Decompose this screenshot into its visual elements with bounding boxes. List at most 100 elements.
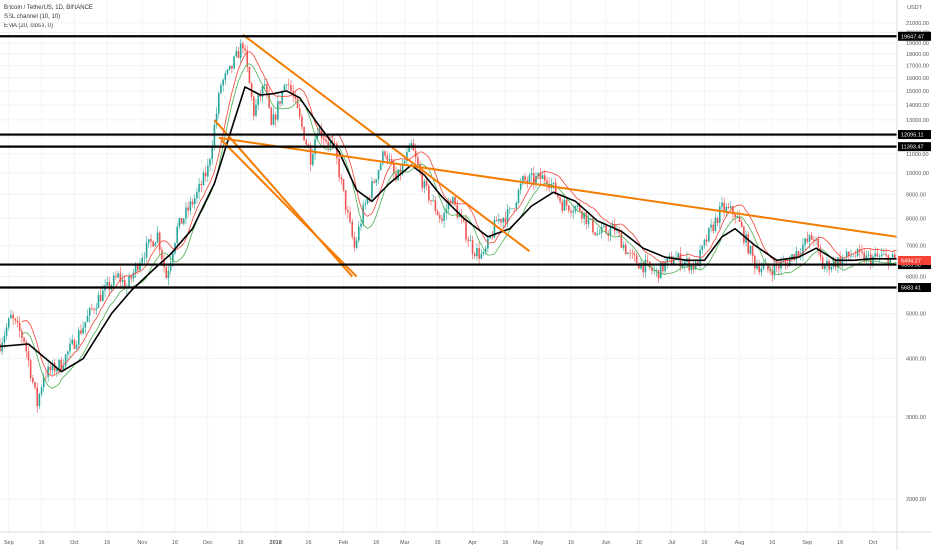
candle-body	[403, 160, 406, 164]
candle-body	[581, 211, 583, 219]
candle-body	[519, 183, 522, 190]
candle-body	[640, 262, 642, 269]
candle-body	[368, 197, 371, 199]
grid	[0, 0, 897, 532]
candle-body	[316, 134, 319, 140]
candle-body	[75, 344, 78, 349]
candle-body	[493, 219, 496, 238]
y-tick-label: 6000.00	[906, 275, 926, 281]
x-tick-label: Sep	[4, 540, 14, 546]
trendline	[213, 119, 353, 278]
candle-body	[217, 93, 220, 114]
level-tag	[898, 283, 931, 293]
candle-body	[813, 239, 815, 241]
candle-body	[272, 114, 275, 125]
candle-body	[769, 269, 771, 272]
candle-body	[130, 276, 133, 279]
candle-body	[734, 214, 736, 218]
candle-body	[508, 208, 511, 210]
candle-body	[673, 260, 675, 264]
candle-body	[432, 200, 434, 202]
x-tick-label: Mar	[400, 540, 410, 546]
candle-body	[7, 318, 10, 328]
candle-body	[839, 257, 841, 266]
candle-body	[473, 253, 476, 256]
candle-body	[202, 172, 205, 186]
candle-body	[826, 260, 828, 266]
candle-body	[47, 366, 49, 377]
candle-body	[244, 48, 246, 51]
current-price-label: 6494.27	[901, 259, 921, 265]
candle-body	[228, 65, 231, 70]
candle-body	[659, 262, 662, 279]
candle-body	[795, 251, 798, 261]
x-axis: Sep 16 Oct 16 Nov 16 Dec 16 2018 16 Feb 16 Mar 16 Apr 1…	[0, 531, 932, 546]
candle-body	[778, 266, 780, 269]
candle-body	[425, 181, 428, 186]
candle-body	[502, 217, 504, 223]
candle-body	[0, 344, 1, 352]
candle-body	[329, 142, 332, 146]
legend-symbol: Bitcoin / TetherUS, 1D, BINANCE	[4, 5, 93, 11]
candle-body	[824, 265, 826, 269]
x-tick-label: 16	[373, 540, 379, 546]
candle-body	[447, 200, 450, 210]
candle-body	[570, 210, 572, 213]
candle-body	[638, 263, 640, 269]
candle-body	[294, 96, 297, 99]
candle-body	[609, 228, 612, 236]
candle-body	[161, 249, 163, 259]
candle-body	[683, 261, 686, 265]
candle-body	[119, 273, 122, 282]
candle-body	[382, 151, 384, 164]
candle-body	[180, 217, 183, 224]
candle-body	[325, 139, 327, 142]
y-tick-label: 7000.00	[906, 243, 926, 249]
candle-body	[889, 257, 892, 266]
candle-body	[198, 183, 200, 193]
candle-body	[751, 245, 754, 256]
candle-body	[298, 108, 301, 117]
candle-body	[421, 172, 424, 188]
candle-body	[740, 222, 743, 227]
candle-body	[336, 143, 338, 159]
candle-body	[666, 258, 669, 263]
candle-body	[373, 181, 375, 183]
candle-body	[163, 258, 165, 268]
ema-line	[0, 86, 897, 373]
candle-body	[417, 157, 419, 165]
candle-body	[29, 360, 32, 378]
candle-body	[802, 244, 804, 254]
candle-body	[627, 252, 629, 255]
candle-body	[701, 245, 704, 250]
candle-body	[318, 128, 321, 135]
candle-body	[797, 251, 800, 255]
candle-body	[596, 233, 599, 236]
candle-body	[393, 163, 395, 174]
candle-body	[894, 254, 896, 259]
candle-body	[351, 221, 354, 237]
candle-body	[143, 257, 146, 259]
candle-body	[495, 219, 498, 222]
candle-body	[848, 251, 850, 257]
level-tag-label: 5683.41	[901, 286, 921, 292]
candle-body	[152, 241, 154, 247]
legend-ema: EMA (20, close, 0)	[4, 23, 54, 29]
candle-body	[322, 138, 325, 140]
candle-body	[274, 114, 277, 120]
candle-body	[102, 290, 104, 302]
candle-body	[537, 173, 539, 177]
candle-body	[353, 236, 356, 248]
candle-body	[358, 226, 360, 241]
candle-body	[561, 201, 564, 211]
candle-body	[224, 73, 227, 80]
x-tick-label: Nov	[137, 540, 147, 546]
candle-body	[189, 201, 192, 211]
candle-body	[471, 240, 474, 254]
candle-body	[845, 251, 848, 258]
candle-body	[51, 362, 54, 371]
candle-body	[239, 43, 242, 59]
candle-body	[259, 95, 262, 97]
candle-body	[677, 253, 680, 258]
